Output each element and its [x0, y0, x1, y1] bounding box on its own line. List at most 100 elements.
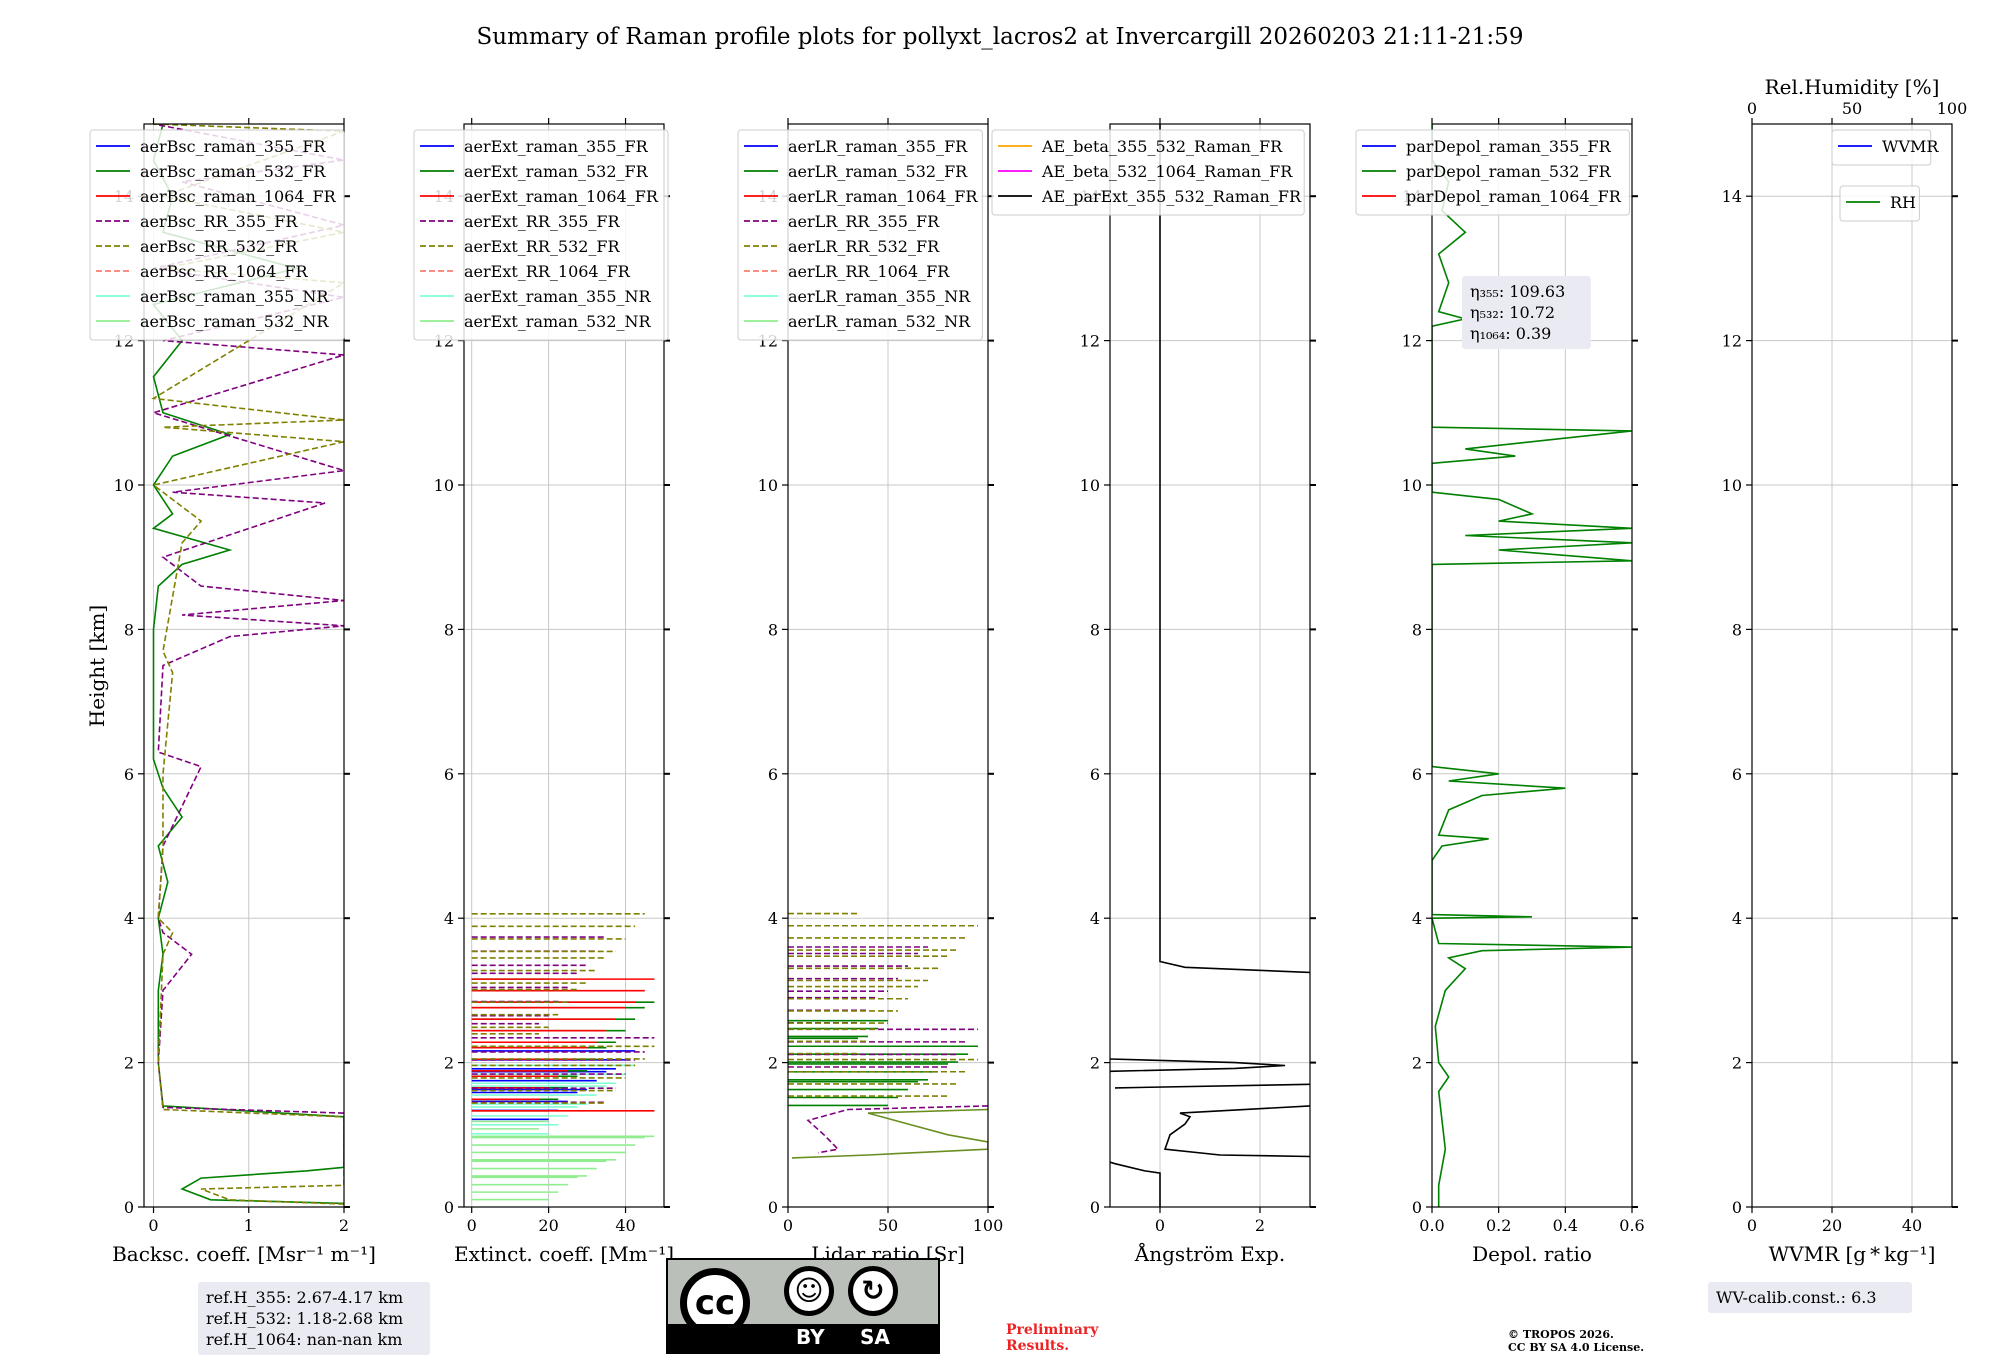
- y-tick-label: 10: [434, 476, 454, 495]
- legend-label: parDepol_raman_532_FR: [1406, 162, 1612, 181]
- legend-label: aerExt_RR_1064_FR: [464, 262, 631, 281]
- y-tick-label: 4: [1090, 909, 1100, 928]
- legend-label: aerBsc_RR_355_FR: [140, 212, 298, 231]
- legend: WVMR: [1831, 129, 1939, 166]
- y-tick-label: 6: [124, 765, 134, 784]
- x-tick-label: 40: [1902, 1216, 1922, 1235]
- legend-label: aerBsc_RR_1064_FR: [140, 262, 309, 281]
- legend-box: [1839, 185, 1920, 222]
- y-tick-label: 10: [114, 476, 134, 495]
- legend-label: aerBsc_raman_355_NR: [140, 287, 329, 306]
- x-tick-label: 0: [1155, 1216, 1165, 1235]
- legend: AE_beta_355_532_Raman_FR AE_beta_532_1064…: [991, 129, 1305, 216]
- y-tick-label: 0: [768, 1198, 778, 1217]
- x-tick-label: 0.0: [1419, 1216, 1444, 1235]
- y-axis-label: Height [km]: [85, 605, 109, 727]
- y-tick-label: 10: [1722, 476, 1742, 495]
- legend-label: aerExt_raman_532_FR: [464, 162, 649, 181]
- x-axis-label: Extinct. coeff. [Mm⁻¹]: [454, 1242, 674, 1266]
- legend-box: [991, 129, 1305, 216]
- x-tick-label: 0: [783, 1216, 793, 1235]
- y-tick-label: 8: [444, 620, 454, 639]
- legend-label: parDepol_raman_355_FR: [1406, 137, 1612, 156]
- y-tick-label: 12: [1402, 332, 1422, 351]
- annotation-box: [1708, 1282, 1912, 1313]
- y-tick-label: 8: [124, 620, 134, 639]
- y-tick-label: 8: [768, 620, 778, 639]
- y-tick-label: 2: [768, 1054, 778, 1073]
- axes-frame: [143, 123, 345, 1208]
- annotation-text: η₅₃₂: 10.72: [1470, 303, 1555, 322]
- annotation-text: ref.H_1064: nan-nan km: [206, 1330, 402, 1349]
- share-alike-icon: ↻: [848, 1266, 898, 1316]
- figure-title: Summary of Raman profile plots for polly…: [477, 24, 1524, 50]
- preliminary-label: Preliminary: [1006, 1322, 1099, 1338]
- y-tick-label: 10: [1402, 476, 1422, 495]
- x2-axis-label: Rel.Humidity [%]: [1765, 75, 1940, 99]
- series-line-aerLR_RR_355_FR: [806, 1105, 988, 1154]
- y-tick-label: 2: [444, 1054, 454, 1073]
- cc-license-badge: cc ☺ ↻ BY SA: [666, 1258, 940, 1354]
- y-tick-label: 10: [1080, 476, 1100, 495]
- axes-frame: [1109, 123, 1311, 1208]
- x-tick-label: 0: [148, 1216, 158, 1235]
- legend-label: RH: [1890, 193, 1916, 212]
- legend-box: [89, 129, 345, 341]
- y-tick-label: 8: [1732, 620, 1742, 639]
- y-tick-label: 10: [758, 476, 778, 495]
- panel-bsc: 02468101214012Backsc. coeff. [Msr⁻¹ m⁻¹]…: [89, 118, 431, 1355]
- annotation-box: [198, 1282, 431, 1355]
- annotation-text: ref.H_532: 1.18-2.68 km: [206, 1309, 403, 1328]
- y-tick-label: 0: [1732, 1198, 1742, 1217]
- annotation-text: WV-calib.const.: 6.3: [1716, 1288, 1877, 1307]
- x-tick-label: 0: [467, 1216, 477, 1235]
- annotation-text: η₁₀₆₄: 0.39: [1470, 324, 1551, 343]
- legend-label: aerExt_RR_355_FR: [464, 212, 621, 231]
- y-tick-label: 6: [444, 765, 454, 784]
- legend-label: aerBsc_RR_532_FR: [140, 237, 298, 256]
- legend-label: AE_parExt_355_532_Raman_FR: [1041, 187, 1302, 206]
- panel-wv: 0 2 4 6 8 10 12 14 0 20 40 WVMR [g * kg⁻¹] 0 50 100Rel…: [1708, 75, 1967, 1313]
- series-line-AE_parExt_355_532_Raman_FR_3: [1114, 1083, 1310, 1089]
- legend-box: [1831, 129, 1932, 166]
- legend-label: aerLR_raman_355_FR: [788, 137, 968, 156]
- legend-label: aerBsc_raman_532_FR: [140, 162, 326, 181]
- copyright-line-1: © TROPOS 2026.: [1508, 1328, 1614, 1341]
- copyright-line-2: CC BY SA 4.0 License.: [1508, 1341, 1644, 1354]
- series-group: [1432, 124, 1632, 1207]
- x2-tick-label: 100: [1937, 99, 1968, 118]
- legend-rh: RH: [1839, 185, 1920, 222]
- x-tick-label: 0.6: [1619, 1216, 1644, 1235]
- x2-tick-label: 0: [1747, 99, 1757, 118]
- series-group: [1110, 124, 1310, 1207]
- series-line-aerLR_raman_532_FR: [791, 1108, 988, 1159]
- x2-tick-label: 50: [1842, 99, 1862, 118]
- legend-label: aerLR_raman_1064_FR: [788, 187, 978, 206]
- x-tick-label: 0.4: [1553, 1216, 1578, 1235]
- y-tick-label: 4: [124, 909, 134, 928]
- attribution-icon: ☺: [784, 1266, 834, 1316]
- y-tick-label: 2: [1412, 1054, 1422, 1073]
- x-tick-label: 2: [1255, 1216, 1265, 1235]
- x-axis-label: Depol. ratio: [1472, 1242, 1592, 1266]
- x-axis-label: WVMR [g * kg⁻¹]: [1769, 1242, 1936, 1266]
- y-tick-label: 12: [1080, 332, 1100, 351]
- legend-label: WVMR: [1882, 137, 1939, 156]
- preliminary-label-2: Results.: [1006, 1338, 1069, 1354]
- y-tick-label: 8: [1090, 620, 1100, 639]
- series-line-AE_parExt_355_532_Raman_FR_2: [1163, 1105, 1310, 1158]
- panel-ae: 0246810121402Ångström Exp.AE_beta_355_53…: [991, 118, 1316, 1266]
- x-tick-label: 2: [339, 1216, 349, 1235]
- series-line-AE_parExt_355_532_Raman_FR_5: [1159, 124, 1310, 974]
- x-tick-label: 40: [615, 1216, 635, 1235]
- y-tick-label: 4: [1732, 909, 1742, 928]
- y-tick-label: 12: [1722, 332, 1742, 351]
- series-group: [471, 912, 655, 1201]
- legend: aerLR_raman_355_FR aerLR_raman_532_FR aerL…: [737, 129, 983, 341]
- axes-frame: [1751, 123, 1953, 1208]
- y-tick-label: 6: [1090, 765, 1100, 784]
- y-tick-label: 0: [444, 1198, 454, 1217]
- series-line-AE_parExt_355_532_Raman_FR: [1110, 1161, 1161, 1207]
- y-tick-label: 2: [1090, 1054, 1100, 1073]
